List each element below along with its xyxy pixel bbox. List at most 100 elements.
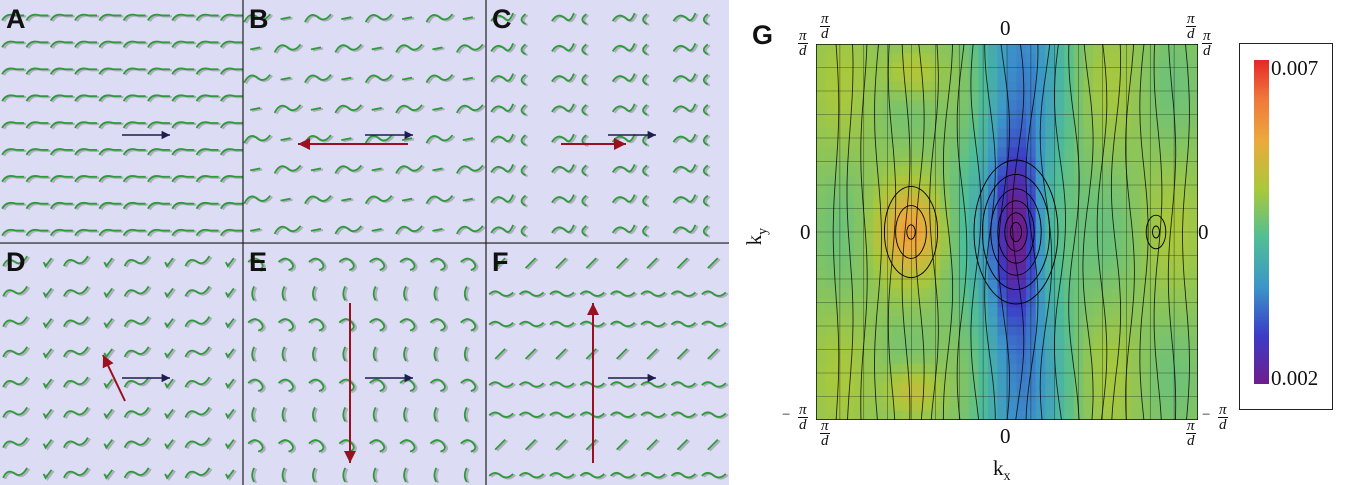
heatmap-cell — [1026, 185, 1037, 195]
heatmap-cell — [1178, 166, 1190, 177]
heatmap-cell — [1073, 44, 1084, 54]
field-glyph-shadow — [3, 41, 27, 49]
heatmap-cell — [1102, 410, 1113, 420]
heatmap-cell — [1064, 194, 1075, 205]
heatmap-cell — [1092, 269, 1104, 280]
heatmap-cell — [911, 91, 922, 101]
heatmap-cell — [901, 269, 913, 280]
heatmap-cell — [1073, 72, 1084, 83]
heatmap-cell — [921, 363, 932, 374]
heatmap-cell — [863, 326, 874, 336]
heatmap-cell — [1045, 100, 1056, 111]
heatmap-cell — [1035, 213, 1046, 224]
field-glyph — [98, 40, 122, 48]
field-glyph — [184, 467, 211, 479]
heatmap-cell — [892, 72, 903, 83]
heatmap-cell — [816, 279, 827, 289]
heatmap-cell — [854, 354, 865, 365]
heatmap-cell — [1045, 166, 1056, 177]
heatmap-cell — [892, 382, 903, 393]
heatmap-cell — [968, 316, 979, 327]
heatmap-cell — [863, 53, 874, 64]
field-glyph-shadow — [374, 407, 379, 423]
field-glyph — [672, 194, 697, 204]
field-glyph-shadow — [343, 77, 354, 82]
heatmap-cell — [873, 222, 884, 233]
field-glyph — [518, 381, 545, 388]
field-glyph — [250, 227, 261, 232]
heatmap-cell — [1083, 72, 1094, 83]
field-glyph — [122, 94, 146, 102]
heatmap-cell — [825, 363, 836, 374]
top-zero-label: 0 — [1000, 16, 1011, 40]
heatmap-cell — [825, 44, 836, 54]
heatmap-cell — [825, 100, 836, 111]
heatmap-cell — [911, 44, 922, 54]
heatmap-cell — [825, 62, 836, 73]
field-glyph — [403, 285, 407, 301]
field-glyph — [220, 67, 243, 75]
heatmap-cell — [1112, 91, 1123, 101]
heatmap-cell — [968, 363, 979, 374]
heatmap-cell — [1007, 241, 1018, 252]
field-glyph-shadow — [76, 202, 100, 211]
field-glyph-shadow — [148, 95, 172, 103]
field-glyph — [147, 148, 170, 156]
field-glyph — [551, 103, 575, 113]
heatmap-cell — [1026, 138, 1037, 148]
field-glyph-shadow — [704, 195, 711, 208]
heatmap-cell — [1016, 100, 1027, 111]
heatmap-cell — [1159, 354, 1170, 365]
heatmap-cell — [1073, 307, 1084, 318]
field-glyph-shadow — [283, 407, 288, 423]
heatmap-cell — [1178, 410, 1190, 420]
heatmap-cell — [1016, 335, 1027, 346]
heatmap-cell — [892, 81, 903, 92]
field-glyph-shadow — [251, 168, 263, 173]
field-glyph — [702, 134, 709, 146]
heatmap-cell — [968, 260, 979, 271]
field-glyph-shadow — [251, 228, 263, 233]
heatmap-cell — [1121, 194, 1132, 205]
field-glyph — [341, 137, 352, 142]
heatmap-cell — [1121, 232, 1132, 242]
heatmap-cell — [1112, 410, 1123, 420]
heatmap-cell — [1016, 109, 1027, 120]
heatmap-cell — [892, 156, 903, 167]
field-glyph — [122, 13, 146, 21]
field-glyph-shadow — [404, 407, 410, 423]
heatmap-cell — [1159, 109, 1170, 120]
heatmap-cell — [1035, 335, 1046, 346]
heatmap-cell — [1035, 316, 1046, 327]
heatmap-cell — [825, 119, 836, 130]
heatmap-cell — [1007, 44, 1018, 54]
field-glyph — [184, 316, 211, 327]
field-glyph-shadow — [373, 107, 384, 112]
field-glyph-shadow — [704, 225, 711, 238]
heatmap-cell — [987, 363, 999, 374]
field-glyph-shadow — [76, 175, 100, 184]
field-glyph — [308, 439, 325, 453]
field-glyph — [49, 13, 73, 21]
heatmap-cell — [940, 72, 951, 83]
heatmap-cell — [1073, 260, 1084, 271]
heatmap-cell — [987, 260, 999, 271]
heatmap-cell — [901, 166, 913, 177]
heatmap-cell — [1121, 44, 1132, 54]
heatmap-cell — [901, 175, 913, 186]
field-glyph-shadow — [221, 95, 243, 103]
heatmap-cell — [1140, 128, 1151, 139]
heatmap-cell — [1026, 44, 1037, 54]
heatmap-cell — [949, 194, 960, 205]
contour-line — [984, 44, 996, 420]
heatmap-cell — [1140, 62, 1151, 73]
field-glyph-shadow — [370, 258, 388, 273]
heatmap-cell — [1131, 44, 1142, 54]
heatmap-cell — [949, 185, 960, 195]
heatmap-cell — [949, 316, 960, 327]
heatmap-cell — [844, 185, 855, 195]
heatmap-cell — [1102, 241, 1113, 252]
heatmap-cell — [1092, 185, 1104, 195]
field-glyph — [74, 121, 98, 129]
field-glyph-shadow — [464, 77, 476, 82]
